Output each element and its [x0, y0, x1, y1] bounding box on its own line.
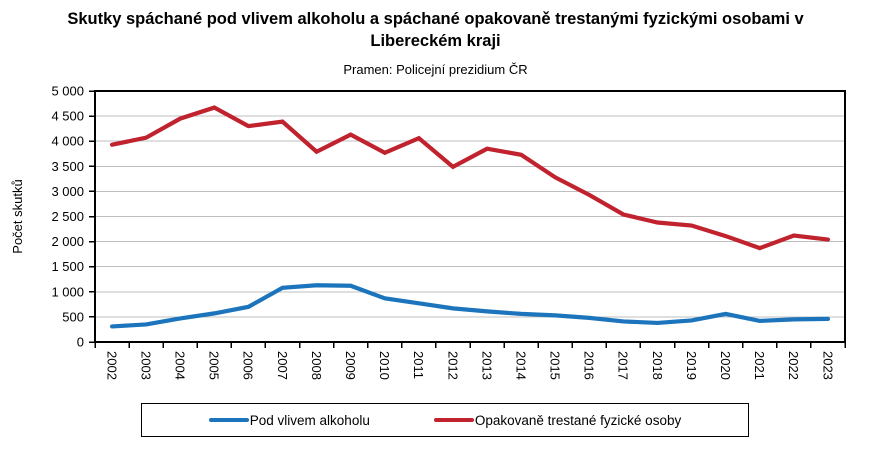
x-tick-label: 2002	[104, 351, 119, 380]
legend-item-opakovane-trestane: Opakovaně trestané fyzické osoby	[433, 412, 682, 428]
x-tick-label: 2020	[718, 351, 733, 380]
x-tick-label: 2016	[582, 351, 597, 380]
chart-title: Skutky spáchané pod vlivem alkoholu a sp…	[67, 10, 804, 50]
legend: Pod vlivem alkoholu Opakovaně trestané f…	[141, 403, 749, 437]
x-tick-label: 2018	[650, 351, 665, 380]
x-tick-label: 2014	[513, 351, 528, 380]
y-tick-label: 3 500	[51, 159, 84, 174]
x-tick-label: 2005	[207, 351, 222, 380]
y-tick-label: 4 500	[51, 109, 84, 124]
x-tick-label: 2012	[445, 351, 460, 380]
legend-item-pod-vlivem-alkoholu: Pod vlivem alkoholu	[208, 412, 370, 428]
y-tick-label: 500	[62, 309, 84, 324]
x-tick-label: 2004	[173, 351, 188, 380]
y-tick-label: 2 500	[51, 209, 84, 224]
x-tick-label: 2015	[548, 351, 563, 380]
x-tick-label: 2023	[820, 351, 835, 380]
chart-subtitle: Pramen: Policejní prezidium ČR	[343, 62, 528, 77]
x-tick-label: 2021	[752, 351, 767, 380]
x-tick-label: 2022	[786, 351, 801, 380]
x-tick-label: 2013	[479, 351, 494, 380]
x-tick-label: 2011	[411, 351, 426, 379]
x-tick-label: 2006	[241, 351, 256, 380]
blue-line-swatch	[208, 418, 249, 422]
series-line-opakovane-trestane	[109, 105, 831, 251]
y-tick-label: 5 000	[51, 84, 84, 99]
y-tick-label: 0	[77, 335, 84, 350]
y-tick-label: 4 000	[51, 134, 84, 149]
x-tick-label: 2009	[343, 351, 358, 380]
x-tick-label: 2003	[138, 351, 153, 380]
y-tick-label: 3 000	[51, 184, 84, 199]
x-tick-label: 2019	[684, 351, 699, 380]
red-line-swatch	[433, 418, 474, 422]
legend-label-opakovane-trestane: Opakovaně trestané fyzické osoby	[474, 412, 682, 428]
series-line-pod-vlivem-alkoholu	[109, 283, 831, 329]
legend-label-pod-vlivem-alkoholu: Pod vlivem alkoholu	[249, 412, 370, 428]
plot-area: 0 500 1 000 1 500 2 000 2 500 3 000 3 500 4 000 4…	[10, 84, 846, 380]
y-tick-label: 1 500	[51, 259, 84, 274]
x-tick-label: 2008	[309, 351, 324, 380]
y-tick-label: 1 000	[51, 284, 84, 299]
x-tick-label: 2017	[616, 351, 631, 380]
y-axis-title: Počet skutků	[10, 179, 25, 253]
y-tick-label: 2 000	[51, 234, 84, 249]
x-tick-label: 2010	[377, 351, 392, 380]
x-tick-label: 2007	[275, 351, 290, 380]
